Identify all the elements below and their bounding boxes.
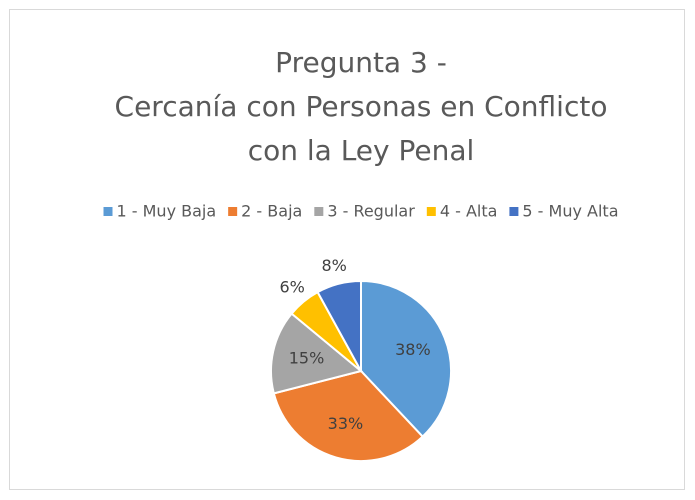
- legend-marker: [509, 207, 519, 216]
- data-label: 6%: [279, 277, 304, 296]
- chart-title: Pregunta 3 -: [275, 46, 447, 79]
- legend-label: 1 - Muy Baja: [117, 202, 217, 221]
- pie-slice: [316, 279, 362, 372]
- data-label: 33%: [328, 414, 364, 433]
- legend-label: 3 - Regular: [327, 202, 415, 221]
- data-label: 8%: [321, 256, 346, 275]
- legend-marker: [103, 207, 113, 216]
- legend-label: 4 - Alta: [440, 202, 498, 221]
- legend-marker: [314, 207, 324, 216]
- legend-marker: [426, 207, 436, 216]
- chart-title: con la Ley Penal: [248, 134, 475, 167]
- pie-slice: [272, 369, 425, 462]
- legend-label: 5 - Muy Alta: [522, 202, 618, 221]
- chart-title: Cercanía con Personas en Conflicto: [115, 90, 608, 123]
- legend-label: 2 - Baja: [241, 202, 302, 221]
- data-label: 38%: [395, 340, 431, 359]
- pie-slice: [270, 312, 364, 395]
- legend-marker: [228, 207, 238, 216]
- pie-slice: [360, 279, 452, 439]
- data-label: 15%: [289, 348, 325, 367]
